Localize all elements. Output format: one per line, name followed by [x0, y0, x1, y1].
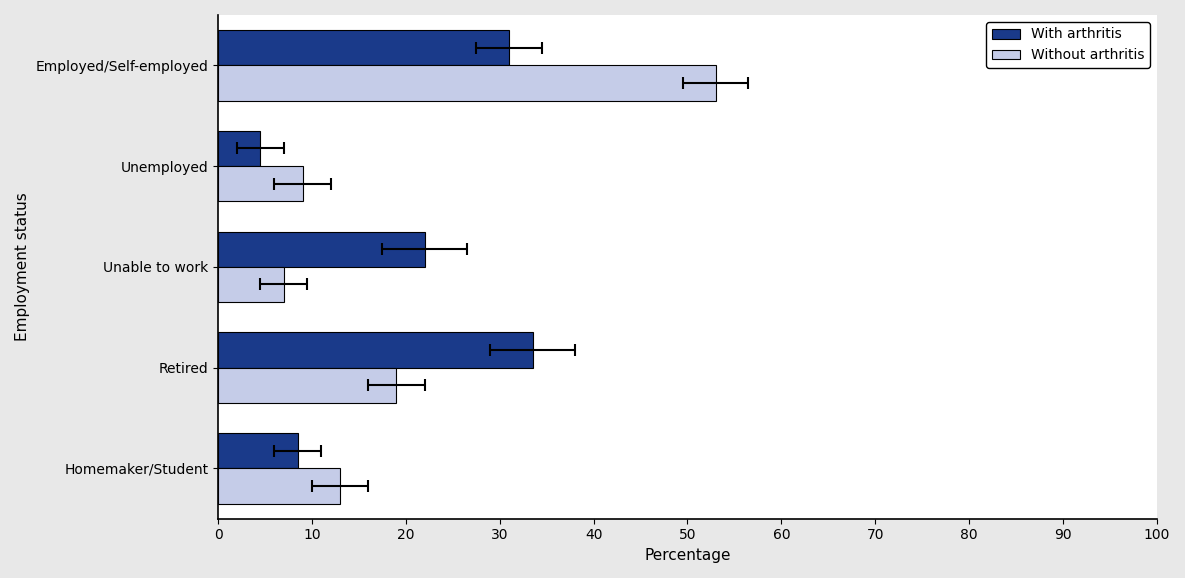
Bar [218, 267, 284, 302]
Legend: With arthritis, Without arthritis: With arthritis, Without arthritis [986, 22, 1149, 68]
Y-axis label: Employment status: Employment status [15, 192, 30, 341]
Bar [218, 433, 297, 468]
Bar [218, 65, 716, 101]
Bar [218, 166, 302, 201]
Bar [218, 232, 424, 267]
Bar [218, 332, 532, 368]
Bar [218, 368, 397, 403]
Bar [218, 468, 340, 503]
X-axis label: Percentage: Percentage [645, 548, 731, 563]
Bar [218, 30, 510, 65]
Bar [218, 131, 261, 166]
